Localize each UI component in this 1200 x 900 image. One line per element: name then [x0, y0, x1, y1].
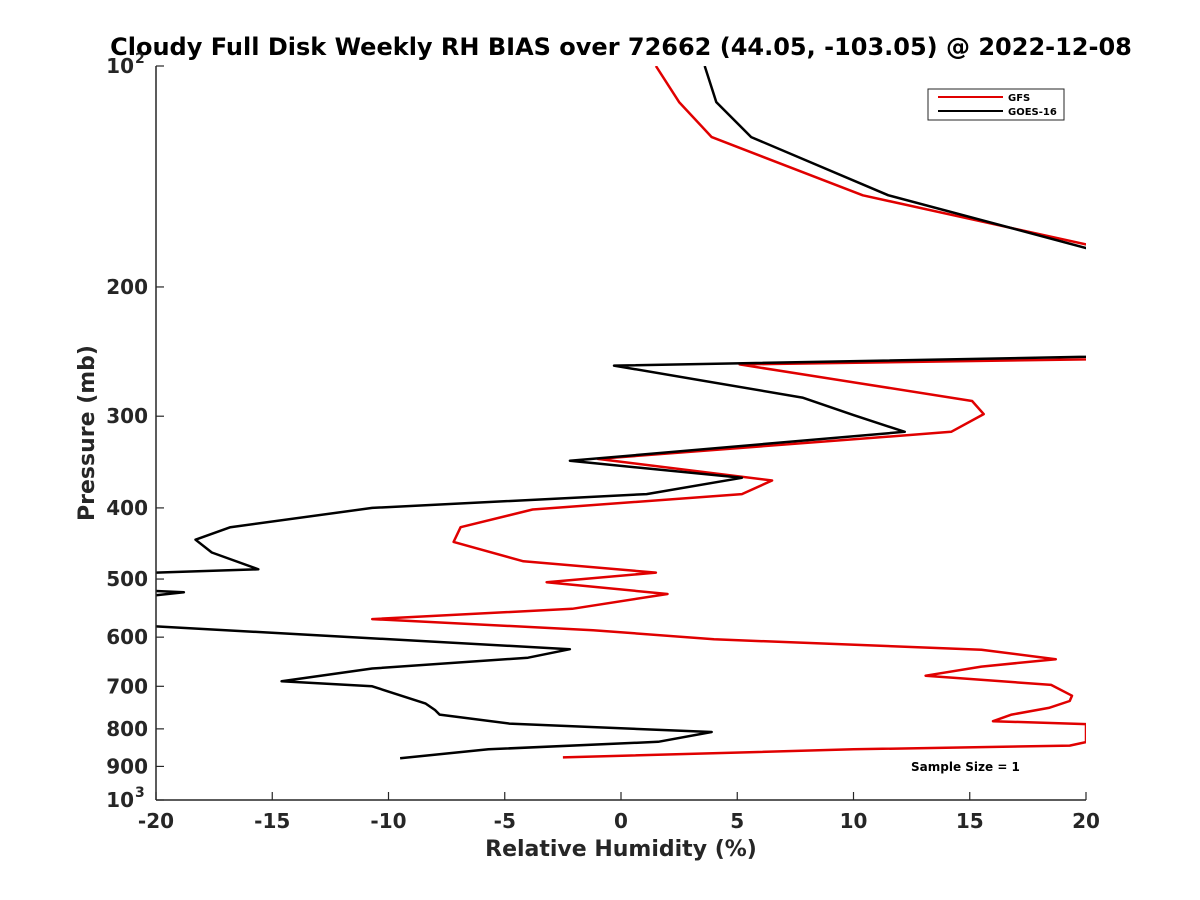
y-tick-exponent: 2	[135, 51, 145, 67]
y-tick-label: 500	[106, 567, 148, 591]
legend-label-goes: GOES-16	[1008, 107, 1057, 118]
x-tick-label: -15	[254, 809, 290, 833]
x-tick-label: 20	[1072, 809, 1100, 833]
y-tick-label: 200	[106, 275, 148, 299]
chart-title: Cloudy Full Disk Weekly RH BIAS over 726…	[110, 33, 1132, 61]
y-tick-label: 10	[106, 54, 134, 78]
series-layer	[156, 66, 1086, 760]
x-axis-label: Relative Humidity (%)	[485, 837, 757, 862]
legend-box	[927, 88, 1065, 121]
y-tick-label: 800	[106, 717, 148, 741]
x-tick-label: 5	[730, 809, 744, 833]
sample-size-annotation: Sample Size = 1	[911, 760, 1020, 774]
y-tick-label: 400	[106, 496, 148, 520]
x-ticks: -20 -15 -10 -5 0 5 10 15 20	[138, 792, 1100, 833]
legend: GFS GOES-16	[927, 88, 1065, 121]
x-tick-label: -5	[494, 809, 516, 833]
y-tick-label: 300	[106, 404, 148, 428]
series-line-goes-16	[156, 66, 1086, 760]
y-tick-label: 600	[106, 625, 148, 649]
legend-label-gfs: GFS	[1008, 93, 1030, 104]
y-tick-label: 700	[106, 674, 148, 698]
x-tick-label: 10	[840, 809, 868, 833]
y-tick-label: 10	[106, 788, 134, 812]
x-tick-label: -20	[138, 809, 174, 833]
x-tick-label: 15	[956, 809, 984, 833]
y-tick-exponent: 3	[135, 785, 145, 801]
x-tick-label: -10	[370, 809, 406, 833]
y-axis-label: Pressure (mb)	[75, 345, 100, 521]
x-tick-label: 0	[614, 809, 628, 833]
y-tick-label: 900	[106, 754, 148, 778]
series-line-gfs	[370, 66, 1086, 759]
